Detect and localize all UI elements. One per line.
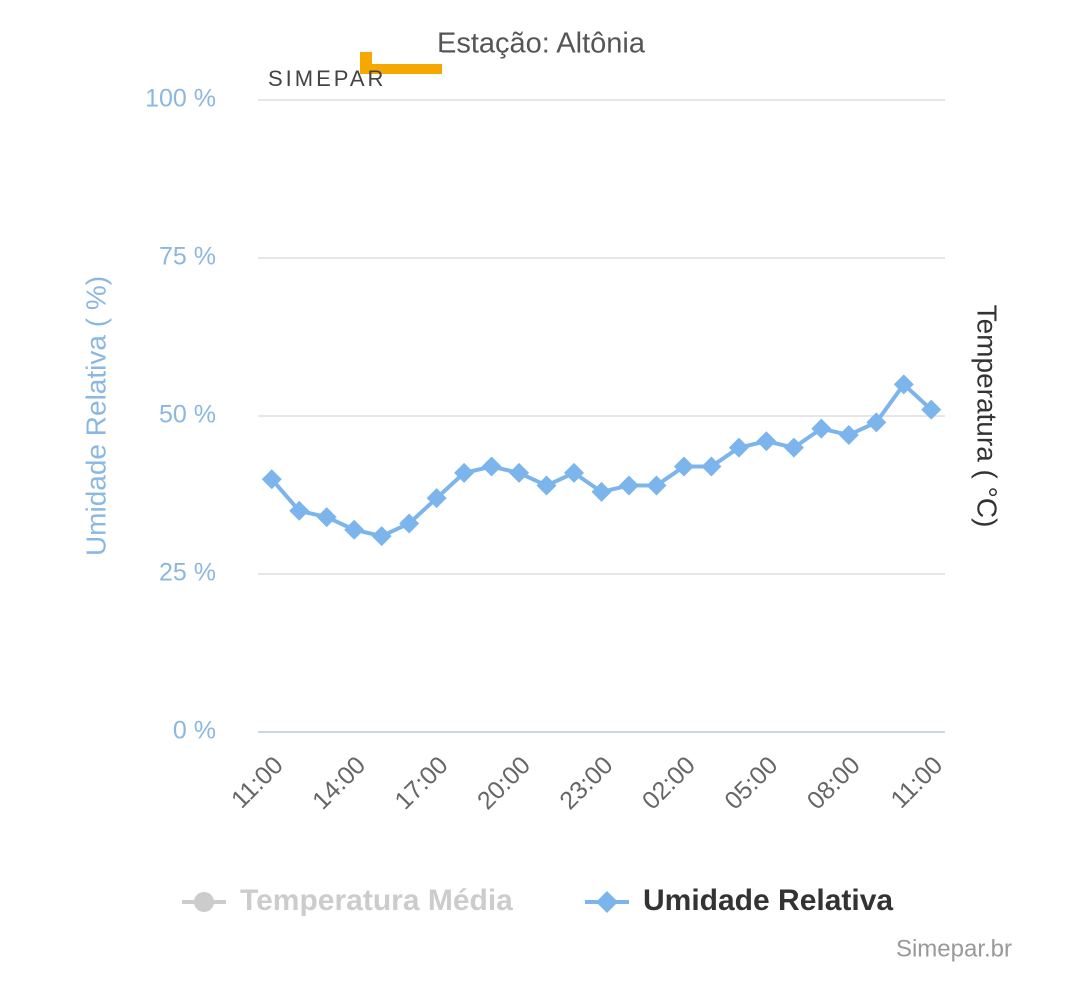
credits: Simepar.br bbox=[896, 935, 1012, 962]
x-tick-label: 08:00 bbox=[802, 751, 866, 815]
y-tick-label: 50 % bbox=[159, 401, 216, 429]
x-tick-label: 14:00 bbox=[307, 751, 371, 815]
data-point bbox=[344, 519, 365, 540]
data-point bbox=[618, 475, 639, 496]
data-point bbox=[399, 513, 420, 534]
y-tick-label: 75 % bbox=[159, 243, 216, 271]
x-tick-label: 20:00 bbox=[472, 751, 536, 815]
y-tick-label: 25 % bbox=[159, 559, 216, 587]
data-point bbox=[866, 412, 887, 433]
y-tick-label: 100 % bbox=[145, 85, 216, 113]
legend-label[interactable]: Umidade Relativa bbox=[643, 884, 893, 917]
x-tick-label: 02:00 bbox=[637, 751, 701, 815]
logo-text: SIMEPAR bbox=[268, 66, 386, 91]
chart-title: Estação: Altônia bbox=[437, 28, 646, 60]
y2-axis-label: Temperatura ( °C) bbox=[972, 305, 1003, 528]
data-point bbox=[564, 462, 585, 483]
data-point bbox=[426, 488, 447, 509]
logo-mark bbox=[372, 52, 442, 64]
x-tick-label: 17:00 bbox=[389, 751, 453, 815]
data-point bbox=[811, 418, 832, 439]
data-line bbox=[270, 382, 933, 539]
legend-symbol bbox=[194, 892, 214, 912]
data-point bbox=[261, 469, 282, 490]
x-tick-label: 05:00 bbox=[719, 751, 783, 815]
data-point bbox=[289, 500, 310, 521]
data-point bbox=[673, 456, 694, 477]
data-point bbox=[921, 399, 942, 420]
data-point bbox=[893, 374, 914, 395]
x-tick-label: 11:00 bbox=[885, 751, 948, 814]
data-point bbox=[756, 431, 777, 452]
data-point bbox=[509, 462, 530, 483]
data-point bbox=[536, 475, 557, 496]
y-tick-label: 0 % bbox=[173, 717, 216, 745]
data-point bbox=[591, 481, 612, 502]
legend-symbol bbox=[596, 891, 618, 913]
legend-label[interactable]: Temperatura Média bbox=[240, 884, 513, 917]
data-point bbox=[838, 424, 859, 445]
x-tick-label: 11:00 bbox=[226, 751, 289, 814]
data-point bbox=[783, 437, 804, 458]
y-axis-label: Umidade Relativa ( %) bbox=[80, 276, 111, 556]
data-point bbox=[646, 475, 667, 496]
data-point bbox=[481, 456, 502, 477]
data-point bbox=[701, 456, 722, 477]
data-point bbox=[316, 507, 337, 528]
data-point bbox=[728, 437, 749, 458]
x-tick-label: 23:00 bbox=[554, 751, 618, 815]
data-point bbox=[371, 526, 392, 547]
data-point bbox=[454, 462, 475, 483]
